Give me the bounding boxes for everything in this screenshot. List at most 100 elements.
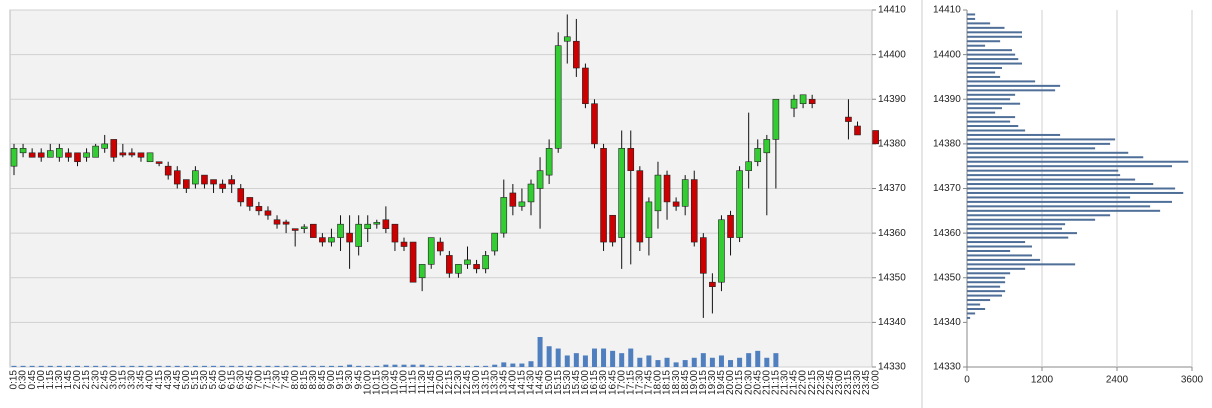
profile-bar (967, 232, 1077, 235)
x-tick-label: 8:00 (290, 370, 301, 390)
volume-bar (483, 365, 489, 367)
candle-body (273, 219, 281, 225)
x-tick-label: 20:30 (743, 370, 754, 395)
x-tick-label: 17:30 (634, 370, 645, 395)
candle-body (192, 170, 199, 185)
x-tick-label: 3:30 (127, 370, 138, 390)
candle-body (382, 219, 390, 229)
candle-body (563, 36, 571, 42)
candle-body (718, 219, 725, 283)
profile-bar (967, 263, 1076, 266)
profile-bar (967, 223, 1066, 226)
x-tick-label: 5:30 (199, 370, 210, 390)
volume-bar (74, 365, 80, 367)
volume-bar (755, 350, 761, 367)
candle-body (119, 152, 127, 156)
x-tick-label: 19:30 (707, 370, 718, 395)
candle-body (400, 241, 408, 247)
x-tick-label: 16:30 (598, 370, 609, 395)
volume-bar (691, 357, 697, 367)
x-tick-label: 13:30 (489, 370, 500, 395)
profile-bar (967, 307, 986, 310)
volume-bar (38, 365, 44, 367)
x-tick-label: 23:45 (861, 370, 872, 395)
candle-body (373, 222, 381, 225)
candle-body (536, 170, 544, 189)
candle-body (155, 161, 163, 164)
volume-bar (392, 364, 398, 367)
profile-bar (967, 183, 1154, 186)
x-tick-label: 0:45 (27, 370, 38, 390)
candle-body (28, 152, 36, 158)
candle-body (291, 228, 299, 231)
profile-bar (967, 31, 1022, 34)
volume-bar (573, 353, 579, 367)
x-tick-label: 18:45 (680, 370, 691, 395)
x-tick-label: 11:00 (399, 370, 410, 395)
volume-bar (437, 365, 443, 367)
x-tick-label: 8:45 (317, 370, 328, 390)
volume-bar (374, 365, 380, 367)
profile-bar (967, 303, 981, 306)
candle-body (772, 98, 780, 140)
profile-bar (967, 120, 1011, 123)
profile-bar (967, 156, 1144, 159)
x-tick-label: 5:45 (208, 370, 219, 390)
volume-bar (700, 353, 706, 367)
candle-body (518, 201, 526, 207)
profile-bar (967, 35, 1022, 38)
profile-bar (967, 89, 1056, 92)
candle-body (808, 98, 816, 105)
candle-body (509, 192, 517, 207)
candle-body (727, 214, 734, 238)
x-tick-label: 20:45 (752, 370, 763, 395)
volume-bar (664, 357, 670, 367)
candle-body (763, 139, 771, 154)
candle-body (573, 40, 580, 69)
candle-body (319, 237, 326, 243)
x-tick-label: 1:30 (54, 370, 65, 390)
x-tick-label: 16:00 (580, 370, 591, 395)
x-tick-label: 7:15 (263, 370, 274, 390)
x-tick-label: 2400 (1106, 375, 1129, 386)
candle-body (446, 255, 453, 274)
volume-bar (229, 365, 235, 367)
x-tick-label: 7:45 (281, 370, 292, 390)
profile-bar (967, 281, 1006, 284)
candle-body (418, 264, 426, 279)
volume-bar (501, 362, 507, 367)
profile-bar (967, 80, 1036, 83)
volume-bar (537, 337, 543, 367)
x-tick-label: 10:15 (371, 370, 382, 395)
profile-bar (967, 98, 1011, 101)
profile-bar (967, 107, 1002, 110)
candle-body (600, 148, 607, 243)
candle-body (618, 148, 625, 238)
profile-bar (967, 276, 1006, 279)
candle-body (173, 170, 181, 185)
volume-bar (310, 365, 316, 367)
candle-body (455, 264, 462, 274)
volume-bar (174, 365, 180, 367)
candle-body (872, 130, 879, 145)
y-tick-label: 14380 (878, 139, 906, 150)
volume-bar (619, 353, 625, 367)
candle-body (65, 152, 72, 158)
x-tick-label: 2:00 (72, 370, 83, 390)
profile-bar (967, 254, 1032, 257)
profile-bar (967, 111, 996, 114)
volume-bar (383, 364, 389, 367)
volume-bar (673, 362, 679, 367)
volume-bar (728, 360, 734, 367)
volume-bar (465, 365, 470, 367)
volume-bar (129, 365, 135, 367)
x-tick-label: 2:15 (81, 370, 92, 390)
x-tick-label: 8:15 (299, 370, 310, 390)
x-tick-label: 22:00 (798, 370, 809, 395)
x-tick-label: 21:00 (761, 370, 772, 395)
y-tick-label: 14370 (878, 183, 906, 194)
volume-bar (183, 365, 189, 367)
y-tick-label: 14350 (878, 272, 906, 283)
profile-bar (967, 209, 1161, 212)
